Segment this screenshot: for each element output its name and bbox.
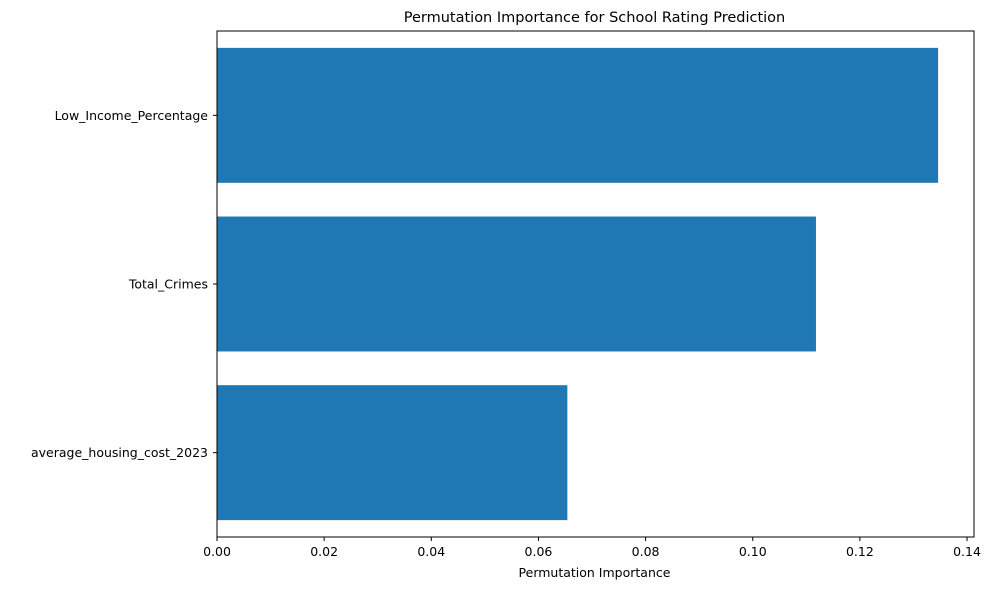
bar-Low_Income_Percentage bbox=[217, 47, 939, 183]
bars-group bbox=[217, 47, 939, 521]
x-tick-label: 0.12 bbox=[846, 544, 874, 559]
x-axis: 0.00 0.02 0.04 0.06 0.08 0.10 0.12 0.14 bbox=[203, 537, 981, 559]
x-tick-label: 0.14 bbox=[953, 544, 981, 559]
x-axis-label: Permutation Importance bbox=[519, 565, 671, 580]
x-tick-label: 0.04 bbox=[417, 544, 445, 559]
y-tick-label: Low_Income_Percentage bbox=[55, 108, 209, 123]
bar-average_housing_cost_2023 bbox=[217, 385, 568, 521]
plot-frame bbox=[216, 30, 975, 538]
y-tick-label: average_housing_cost_2023 bbox=[31, 445, 208, 460]
x-tick-label: 0.08 bbox=[632, 544, 660, 559]
bar-Total_Crimes bbox=[217, 216, 816, 352]
x-tick-label: 0.10 bbox=[739, 544, 767, 559]
chart-title: Permutation Importance for School Rating… bbox=[404, 10, 786, 26]
x-tick-label: 0.02 bbox=[310, 544, 338, 559]
y-tick-label: Total_Crimes bbox=[128, 277, 208, 292]
x-tick-label: 0.00 bbox=[203, 544, 231, 559]
x-tick-label: 0.06 bbox=[525, 544, 553, 559]
y-axis: Low_Income_Percentage Total_Crimesaverage… bbox=[31, 108, 217, 460]
